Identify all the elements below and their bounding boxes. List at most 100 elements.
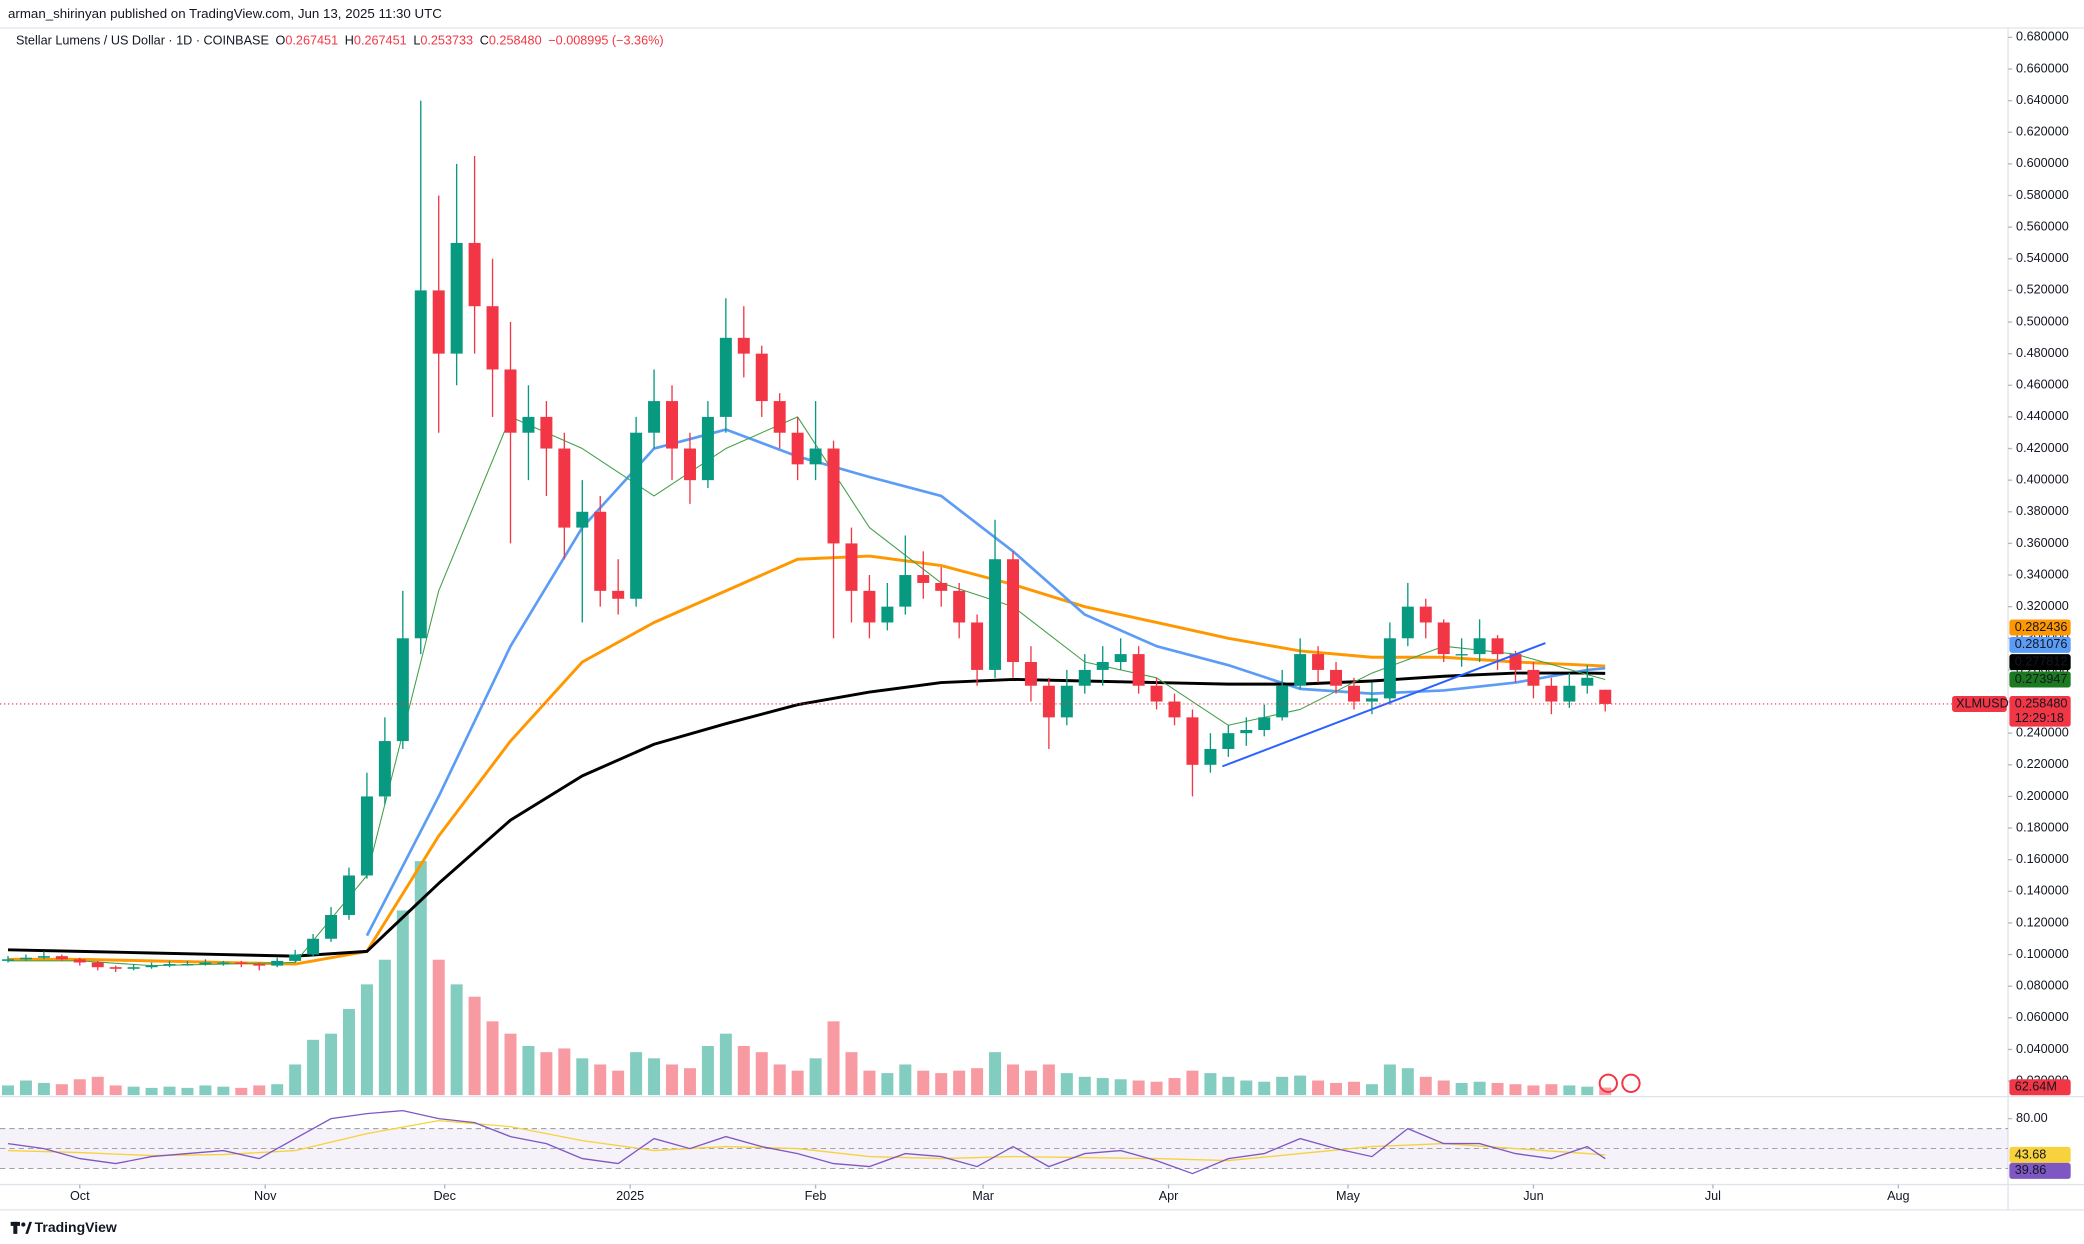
volume-bar bbox=[989, 1052, 1002, 1096]
candle-body bbox=[612, 590, 625, 599]
candle-body bbox=[971, 622, 984, 670]
candle-body bbox=[307, 938, 320, 955]
y-tick-label: 0.120000 bbox=[2016, 915, 2069, 929]
y-tick-label: 0.320000 bbox=[2016, 599, 2069, 613]
volume-bar bbox=[1312, 1080, 1325, 1096]
volume-bar bbox=[307, 1039, 320, 1096]
y-tick-label: 0.660000 bbox=[2016, 61, 2069, 75]
candle-body bbox=[755, 353, 768, 402]
symbol-title: Stellar Lumens / US Dollar · 1D · COINBA… bbox=[16, 34, 269, 48]
volume-bar bbox=[1114, 1079, 1127, 1096]
candle-body bbox=[253, 964, 266, 966]
volume-bar bbox=[235, 1087, 248, 1096]
volume-bar bbox=[1150, 1081, 1163, 1096]
y-tick-label: 0.680000 bbox=[2016, 30, 2069, 44]
candle-body bbox=[73, 959, 86, 963]
volume-bar bbox=[1545, 1084, 1558, 1096]
candle-body bbox=[701, 416, 714, 481]
candle-body bbox=[989, 559, 1002, 670]
x-tick-label: Jul bbox=[1705, 1189, 1721, 1203]
candle-body bbox=[666, 401, 679, 449]
last-price-tag bbox=[2009, 695, 2071, 727]
volume-bar bbox=[253, 1085, 266, 1096]
candle-body bbox=[486, 306, 499, 370]
candle-body bbox=[378, 741, 391, 797]
volume-bar bbox=[1204, 1073, 1217, 1096]
price-pane bbox=[2, 100, 1612, 1096]
volume-bar bbox=[432, 959, 445, 1096]
price-tag bbox=[2009, 654, 2071, 671]
y-tick-label: 0.580000 bbox=[2016, 188, 2069, 202]
rsi-pane bbox=[0, 1109, 2009, 1175]
candle-body bbox=[558, 448, 571, 528]
y-tick-label: 0.520000 bbox=[2016, 283, 2069, 297]
price-tag-label: 0.281076 bbox=[2015, 637, 2068, 651]
volume-bar bbox=[378, 959, 391, 1096]
footer-brand: TradingView bbox=[35, 1219, 117, 1235]
candle-body bbox=[1437, 622, 1450, 655]
candle-body bbox=[450, 242, 463, 354]
volume-bar bbox=[1168, 1078, 1181, 1096]
y-tick-label: 0.620000 bbox=[2016, 125, 2069, 139]
candle-body bbox=[1473, 638, 1486, 655]
volume-bar bbox=[2, 1085, 14, 1096]
candle-body bbox=[1581, 677, 1594, 686]
candle-body bbox=[1240, 730, 1253, 734]
y-tick-label: 0.240000 bbox=[2016, 726, 2069, 740]
rsi-tag bbox=[2009, 1162, 2071, 1179]
volume-bar bbox=[1419, 1076, 1432, 1096]
volume-bar bbox=[1294, 1075, 1307, 1096]
volume-bar bbox=[1222, 1076, 1235, 1096]
volume-bar bbox=[127, 1086, 140, 1096]
volume-bar bbox=[683, 1068, 696, 1096]
candle-body bbox=[845, 543, 858, 591]
candle-body bbox=[522, 416, 535, 433]
ohlc-value: 0.258480 bbox=[489, 34, 542, 48]
candle-body bbox=[396, 638, 409, 742]
volume-bar bbox=[468, 996, 481, 1096]
candle-body bbox=[1042, 685, 1055, 718]
volume-bar bbox=[1401, 1068, 1414, 1096]
volume-bar bbox=[576, 1058, 589, 1096]
candle-body bbox=[1186, 717, 1199, 765]
candle-body bbox=[1509, 654, 1522, 670]
volume-bar bbox=[199, 1085, 212, 1096]
candle-body bbox=[935, 582, 948, 591]
candle-body bbox=[91, 962, 104, 968]
rsi-ma-tag-label: 43.68 bbox=[2015, 1147, 2047, 1161]
volume-bar bbox=[1437, 1080, 1450, 1096]
rsi-ma-tag bbox=[2009, 1146, 2071, 1163]
candle-body bbox=[1455, 654, 1468, 656]
volume-bar bbox=[630, 1052, 643, 1096]
volume-bar bbox=[1563, 1085, 1576, 1096]
price-tag bbox=[2009, 636, 2071, 653]
x-tick-label: May bbox=[1336, 1189, 1361, 1203]
volume-bar bbox=[163, 1086, 176, 1096]
y-tick-label: 0.560000 bbox=[2016, 219, 2069, 233]
volume-bar bbox=[1042, 1064, 1055, 1096]
volume-bar bbox=[935, 1073, 948, 1096]
countdown: 12:29:18 bbox=[2015, 711, 2064, 725]
volume-tag-label: 62.64M bbox=[2015, 1080, 2057, 1094]
y-tick-label: 0.040000 bbox=[2016, 1042, 2069, 1056]
rsi-tick-label: 80.00 bbox=[2016, 1111, 2048, 1125]
volume-bar bbox=[558, 1048, 571, 1096]
volume-bar bbox=[289, 1064, 302, 1096]
candle-body bbox=[719, 337, 732, 417]
candle-body bbox=[1007, 559, 1019, 663]
y-tick-label: 0.180000 bbox=[2016, 820, 2069, 834]
volume-bar bbox=[37, 1082, 50, 1096]
candle-body bbox=[1096, 662, 1109, 670]
x-tick-label: 2025 bbox=[616, 1189, 644, 1203]
volume-bar bbox=[1060, 1073, 1073, 1096]
candle-body bbox=[881, 606, 894, 623]
event-icon bbox=[1621, 1073, 1641, 1093]
volume-bar bbox=[1007, 1064, 1019, 1096]
candle-body bbox=[1060, 685, 1073, 718]
y-tick-label: 0.460000 bbox=[2016, 378, 2069, 392]
volume-bar bbox=[73, 1079, 86, 1096]
logo-part bbox=[21, 1222, 26, 1227]
candle-body bbox=[863, 590, 876, 623]
volume-bar bbox=[899, 1064, 912, 1096]
candle-body bbox=[127, 967, 140, 969]
